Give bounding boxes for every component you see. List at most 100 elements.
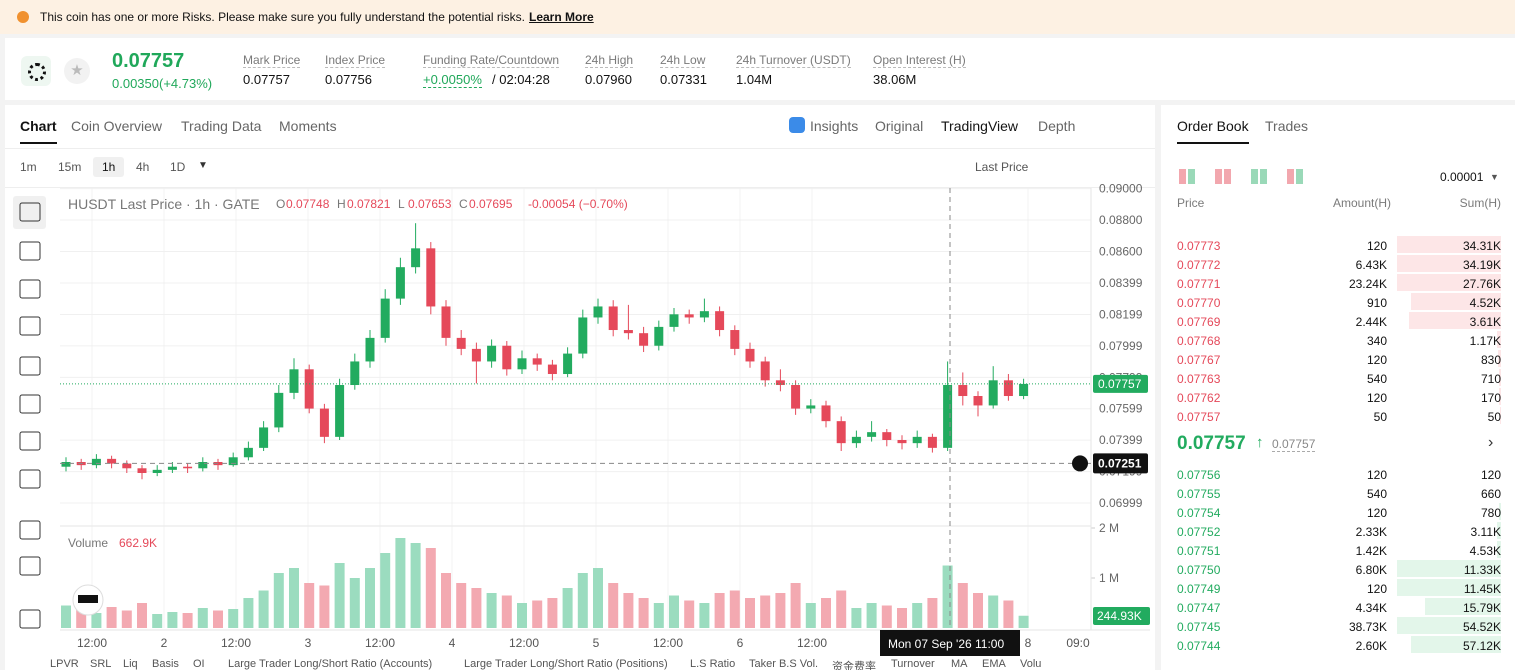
tool-icon xyxy=(19,394,41,414)
mid-price: 0.07757 xyxy=(1177,433,1246,454)
ob-sum: 11.33K xyxy=(1463,563,1501,577)
x-tick-label: 12:00 xyxy=(653,636,683,650)
indicator-tab[interactable]: Large Trader Long/Short Ratio (Accounts) xyxy=(228,658,433,670)
view-tab[interactable]: TradingView xyxy=(941,118,1019,134)
candle-body xyxy=(274,392,284,428)
x-tick-label: 09:0 xyxy=(1066,636,1090,650)
chart-tab[interactable]: Moments xyxy=(279,118,337,134)
view-tab[interactable]: Depth xyxy=(1038,118,1076,134)
stat-value: 1.04M xyxy=(736,72,773,87)
indicator-tab[interactable]: Basis xyxy=(152,658,179,670)
candle-body xyxy=(122,463,132,469)
depth-bar xyxy=(1498,350,1501,367)
candle-body xyxy=(851,436,861,444)
ob-sum: 4.52K xyxy=(1469,296,1501,310)
y-tick-label: 0.07999 xyxy=(1099,339,1143,353)
volume-bar xyxy=(380,553,391,628)
candle-body xyxy=(760,361,770,381)
ob-sum: 34.31K xyxy=(1462,239,1501,253)
ob-sum: 34.19K xyxy=(1462,258,1501,272)
volume-bar xyxy=(501,595,512,628)
tool-active xyxy=(13,196,46,229)
indicator-tab[interactable]: OI xyxy=(193,658,205,670)
learn-more[interactable]: Learn More xyxy=(529,10,594,24)
indicator-tab[interactable]: Volu xyxy=(1020,658,1042,670)
depth-mode[interactable] xyxy=(1251,169,1258,184)
volume-bar xyxy=(197,608,208,628)
indicator-tab[interactable]: 资金费率 xyxy=(832,661,876,670)
x-tick-label: 5 xyxy=(593,636,600,650)
y-tick-label: 0.08399 xyxy=(1099,276,1143,290)
volume-bar xyxy=(836,590,847,628)
volume-title: Volume xyxy=(68,536,109,550)
interval[interactable]: 1D xyxy=(170,160,186,174)
volume-bar xyxy=(319,585,330,628)
indicator-tab[interactable]: Large Trader Long/Short Ratio (Positions… xyxy=(464,658,668,670)
volume-bar xyxy=(653,603,664,628)
x-tick-label: 12:00 xyxy=(509,636,539,650)
vol-last-tag xyxy=(1093,607,1150,625)
ob-tab[interactable]: Order Book xyxy=(1177,118,1249,144)
indicator-tab[interactable]: Liq xyxy=(123,658,138,670)
depth-bar xyxy=(1497,522,1501,539)
chart-tab[interactable]: Coin Overview xyxy=(71,118,163,134)
candle-body xyxy=(684,314,694,318)
depth-mode[interactable] xyxy=(1179,169,1186,184)
ob-amount: 6.43K xyxy=(1355,258,1387,272)
candle-body xyxy=(395,267,405,299)
indicator-tab[interactable]: EMA xyxy=(982,658,1006,670)
depth-bar xyxy=(1497,541,1501,558)
volume-bar xyxy=(942,565,953,628)
candle-body xyxy=(836,421,846,444)
depth-mode[interactable] xyxy=(1287,169,1294,184)
ob-sum: 4.53K xyxy=(1469,544,1501,558)
legend-key: C xyxy=(459,197,468,211)
candle-body xyxy=(91,458,101,466)
crosshair-time-tag xyxy=(880,630,1020,656)
volume-bar xyxy=(623,593,634,628)
banner-text: This coin has one or more Risks. Please … xyxy=(40,10,525,24)
price-type[interactable]: Last Price xyxy=(975,160,1029,174)
interval[interactable]: 15m xyxy=(58,160,82,174)
depth-bar xyxy=(1397,274,1501,291)
interval[interactable]: 4h xyxy=(136,160,150,174)
candle-body xyxy=(365,337,375,362)
depth-mode[interactable] xyxy=(1215,169,1222,184)
depth-bar xyxy=(1397,236,1501,253)
volume-bar xyxy=(137,603,147,628)
candle-body xyxy=(988,380,998,406)
ob-sum: 27.76K xyxy=(1462,277,1501,291)
chart-tab[interactable]: Chart xyxy=(20,118,57,144)
ob-caret: ▼ xyxy=(1490,172,1499,182)
ob-precision[interactable]: 0.00001 xyxy=(1440,170,1484,184)
chart-tab[interactable]: Trading Data xyxy=(181,118,262,134)
indicator-tab[interactable]: LPVR xyxy=(50,658,79,670)
view-tab[interactable]: Insights xyxy=(810,118,859,134)
candle-body xyxy=(335,385,345,437)
indicator-tab[interactable]: Taker B.S Vol. xyxy=(749,658,819,670)
interval[interactable]: 1m xyxy=(20,160,37,174)
legend-key: L xyxy=(398,197,405,211)
x-tick-label: 12:00 xyxy=(797,636,827,650)
volume-bar xyxy=(471,588,482,628)
volume-bar xyxy=(121,610,132,628)
tool-icon xyxy=(19,316,41,336)
interval[interactable]: 1h xyxy=(93,157,125,177)
ob-sum: 11.45K xyxy=(1463,582,1501,596)
ob-sum: 15.79K xyxy=(1462,601,1501,615)
indicator-tab[interactable]: SRL xyxy=(90,658,112,670)
volume-bar xyxy=(973,593,983,628)
stat-value: 0.07756 xyxy=(325,72,372,87)
tool-icon xyxy=(19,556,41,576)
warning-icon xyxy=(17,11,29,23)
view-tab[interactable]: Original xyxy=(875,118,924,134)
y-tick-label: 0.08600 xyxy=(1099,244,1143,258)
ob-tab[interactable]: Trades xyxy=(1265,118,1309,134)
volume-bar xyxy=(562,588,573,628)
indicator-tab[interactable]: MA xyxy=(951,658,968,670)
volume-bar xyxy=(61,605,71,628)
volume-bar xyxy=(912,603,923,628)
indicator-tab[interactable]: Turnover xyxy=(891,658,935,670)
favorite[interactable]: ★ xyxy=(64,58,90,84)
indicator-tab[interactable]: L.S Ratio xyxy=(690,658,736,670)
